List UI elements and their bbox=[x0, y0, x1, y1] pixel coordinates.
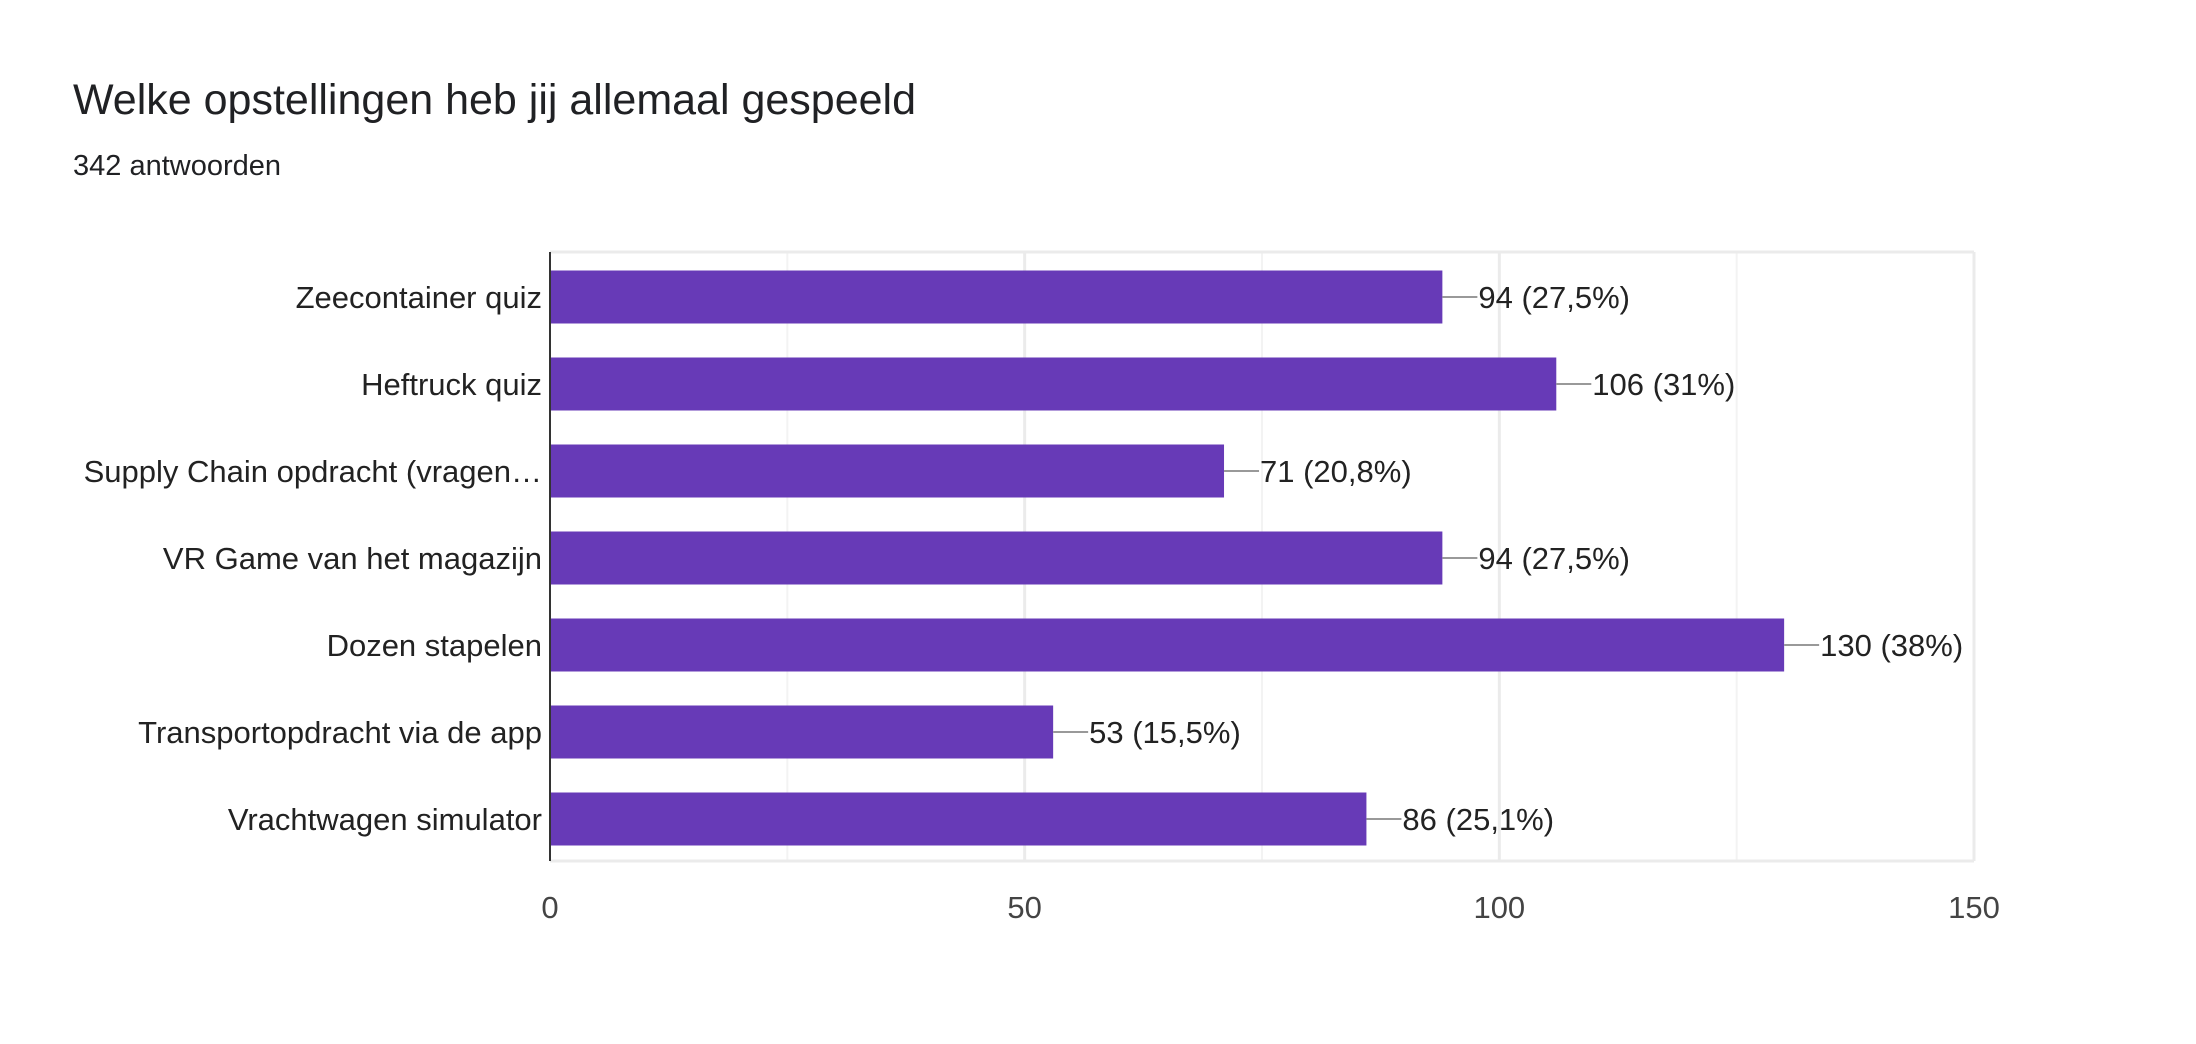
data-label: 106 (31%) bbox=[1592, 367, 1735, 402]
category-label: Transportopdracht via de app bbox=[138, 715, 542, 750]
bar bbox=[550, 270, 1443, 324]
bar bbox=[550, 618, 1785, 672]
data-label: 53 (15,5%) bbox=[1089, 715, 1241, 750]
x-tick-label: 0 bbox=[541, 890, 558, 925]
category-label: Supply Chain opdracht (vragen… bbox=[84, 454, 542, 489]
category-label: VR Game van het magazijn bbox=[163, 541, 542, 576]
x-tick-label: 100 bbox=[1473, 890, 1525, 925]
data-label: 71 (20,8%) bbox=[1260, 454, 1412, 489]
data-label: 94 (27,5%) bbox=[1478, 280, 1630, 315]
category-label: Zeecontainer quiz bbox=[296, 280, 542, 315]
chart-title: Welke opstellingen heb jij allemaal gesp… bbox=[73, 76, 917, 124]
data-label: 130 (38%) bbox=[1820, 628, 1963, 663]
bar bbox=[550, 705, 1054, 759]
x-tick-label: 50 bbox=[1007, 890, 1041, 925]
category-label: Vrachtwagen simulator bbox=[228, 802, 542, 837]
bar bbox=[550, 444, 1225, 498]
response-count: 342 antwoorden bbox=[73, 150, 281, 182]
x-tick-label: 150 bbox=[1948, 890, 2000, 925]
bar bbox=[550, 357, 1557, 411]
category-label: Heftruck quiz bbox=[361, 367, 542, 402]
bar bbox=[550, 792, 1367, 846]
category-label: Dozen stapelen bbox=[327, 628, 542, 663]
bar bbox=[550, 531, 1443, 585]
data-label: 86 (25,1%) bbox=[1402, 802, 1554, 837]
data-label: 94 (27,5%) bbox=[1478, 541, 1630, 576]
